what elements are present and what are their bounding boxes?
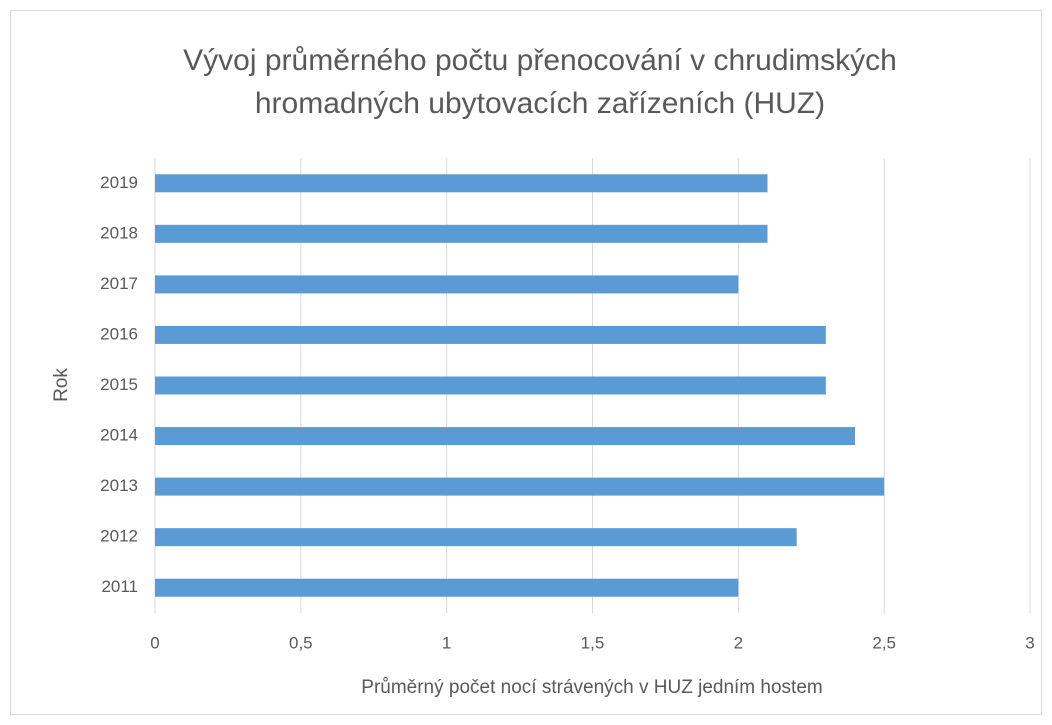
bar — [155, 528, 797, 547]
y-tick-label: 2013 — [100, 476, 138, 495]
y-tick-label: 2019 — [100, 173, 138, 192]
bar — [155, 174, 768, 193]
y-tick-label: 2011 — [101, 577, 138, 596]
x-axis-label: Průměrný počet nocí strávených v HUZ jed… — [361, 677, 822, 698]
x-tick-label: 3 — [1025, 633, 1034, 652]
bar — [155, 325, 826, 344]
y-tick-label: 2017 — [100, 274, 138, 293]
bar — [155, 224, 768, 243]
y-tick-label: 2016 — [100, 324, 138, 343]
bar — [155, 578, 739, 597]
y-tick-label: 2012 — [100, 527, 138, 546]
x-tick-label: 2,5 — [872, 633, 896, 652]
bar — [155, 477, 885, 496]
y-tick-label: 2015 — [100, 375, 138, 394]
chart-title: hromadných ubytovacích zařízeních (HUZ) — [255, 87, 825, 120]
chart-frame — [10, 10, 1042, 715]
bar — [155, 376, 826, 395]
x-tick-label: 2 — [734, 633, 743, 652]
x-tick-label: 1,5 — [581, 633, 605, 652]
bar — [155, 275, 739, 294]
y-axis-label: Rok — [51, 368, 72, 402]
x-tick-label: 1 — [442, 633, 451, 652]
y-tick-label: 2014 — [100, 426, 138, 445]
x-tick-label: 0,5 — [289, 633, 313, 652]
chart-title: Vývoj průměrného počtu přenocování v chr… — [183, 44, 897, 77]
bar — [155, 427, 855, 446]
y-tick-label: 2018 — [100, 223, 138, 242]
x-tick-label: 0 — [150, 633, 159, 652]
